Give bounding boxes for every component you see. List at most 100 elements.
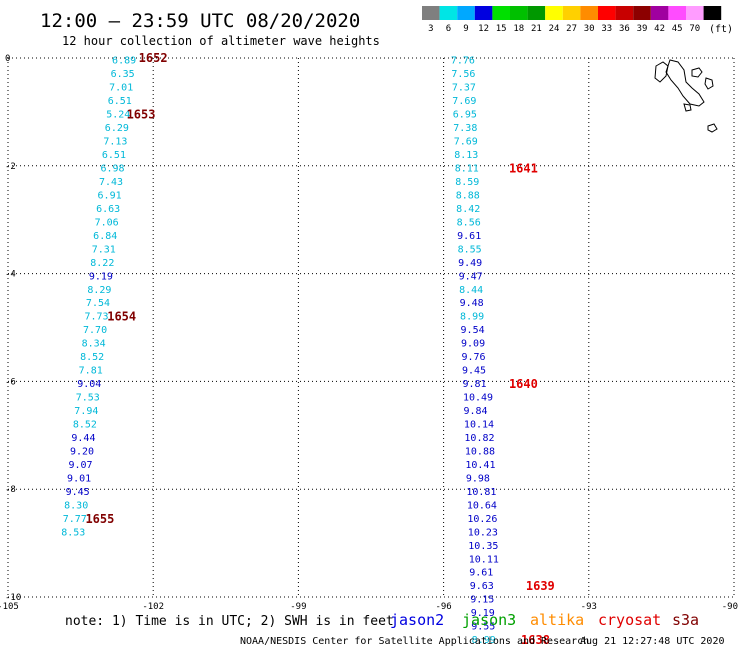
footer-credit: NOAA/NESDIS Center for Satellite Applica… bbox=[240, 636, 589, 647]
lat-tick-label: -6 bbox=[5, 377, 16, 387]
satellite-label: altika bbox=[530, 611, 584, 629]
time-label: 1653 bbox=[127, 108, 156, 122]
wave-height-value: 10.14 bbox=[464, 420, 494, 431]
scale-swatch bbox=[703, 6, 722, 20]
wave-height-value: 9.54 bbox=[461, 325, 485, 336]
time-label: 1654 bbox=[107, 310, 136, 324]
island-outline bbox=[704, 77, 714, 90]
wave-height-value: 8.52 bbox=[80, 352, 104, 363]
lon-tick-label: -99 bbox=[290, 602, 306, 612]
wave-height-value: 8.53 bbox=[61, 527, 85, 538]
time-label: 1640 bbox=[509, 377, 538, 391]
lon-tick-label: -96 bbox=[435, 602, 451, 612]
wave-height-scale: 3 6 9 12 15 18 21 24 27 30 33 36 39 42 45 70 bbox=[422, 6, 722, 34]
wave-height-value: 6.35 bbox=[111, 69, 135, 80]
wave-height-value: 9.47 bbox=[459, 271, 483, 282]
wave-height-value: 9.44 bbox=[71, 433, 95, 444]
wave-height-value: 6.84 bbox=[93, 231, 117, 242]
wave-height-value: 8.29 bbox=[87, 285, 111, 296]
wave-height-value: 7.13 bbox=[103, 137, 127, 148]
scale-swatch bbox=[686, 6, 704, 20]
lon-tick-label: -90 bbox=[722, 602, 738, 612]
wave-height-value: 9.55 bbox=[471, 622, 495, 633]
wave-height-value: 10.64 bbox=[467, 500, 497, 511]
wave-height-value: 6.51 bbox=[102, 150, 126, 161]
scale-swatch bbox=[598, 6, 616, 20]
wave-height-value: 8.52 bbox=[73, 420, 97, 431]
wave-height-value: 10.26 bbox=[467, 514, 497, 525]
wave-height-value: 7.81 bbox=[79, 366, 103, 377]
wave-height-value: 6.89 bbox=[112, 56, 136, 67]
lat-tick-label: -4 bbox=[5, 270, 16, 280]
wave-height-value: 9.76 bbox=[462, 352, 486, 363]
wave-height-value: 9.20 bbox=[70, 446, 94, 457]
scale-label: 15 bbox=[496, 24, 507, 34]
wave-height-value: 8.30 bbox=[64, 500, 88, 511]
scale-label: 12 bbox=[478, 24, 489, 34]
scale-swatch bbox=[439, 6, 458, 20]
lon-tick-label: -93 bbox=[581, 602, 597, 612]
scale-label: 24 bbox=[549, 24, 560, 34]
wave-height-value: 10.81 bbox=[466, 487, 496, 498]
wave-height-value: 7.01 bbox=[109, 83, 133, 94]
wave-height-value: 9.07 bbox=[69, 460, 93, 471]
wave-height-value: 8.11 bbox=[455, 163, 479, 174]
lat-tick-label: -10 bbox=[5, 593, 21, 603]
island-outline bbox=[665, 59, 705, 107]
wave-height-value: 6.95 bbox=[453, 110, 477, 121]
wave-height-value: 7.69 bbox=[454, 137, 478, 148]
island-outline bbox=[707, 123, 718, 133]
satellite-legend: jason2 jason3 altika cryosat s3a bbox=[390, 611, 699, 629]
wave-height-value: 10.88 bbox=[465, 446, 495, 457]
scale-label: 42 bbox=[654, 24, 665, 34]
wave-height-value: 10.23 bbox=[468, 527, 498, 538]
scale-label: 39 bbox=[637, 24, 648, 34]
satellite-label: s3a bbox=[672, 611, 699, 629]
latitude-ticks: 0 -2 -4 -6 -8 -10 bbox=[5, 54, 21, 603]
map-grid bbox=[7, 57, 735, 598]
wave-height-value: 8.22 bbox=[90, 258, 114, 269]
page-title: 12:00 — 23:59 UTC 08/20/2020 bbox=[40, 10, 360, 32]
wave-height-value: 9.61 bbox=[457, 231, 481, 242]
wave-height-value: 7.69 bbox=[452, 96, 476, 107]
wave-height-tracks: 6.89 6.35 7.01 6.51 5.24 6.29 7.13 6.51 6.98 7.43… bbox=[61, 56, 499, 646]
scale-swatch bbox=[633, 6, 651, 20]
galapagos-coastline bbox=[654, 59, 718, 133]
footer-note: note: 1) Time is in UTC; 2) SWH is in fe… bbox=[65, 614, 394, 629]
scale-swatch bbox=[457, 6, 475, 20]
time-label: 1638 bbox=[521, 633, 550, 647]
longitude-ticks: -105 -102 -99 -96 -93 -90 bbox=[0, 602, 738, 612]
scale-swatch bbox=[545, 6, 563, 20]
footer-timestamp: Aug 21 12:27:48 UTC 2020 bbox=[580, 636, 725, 647]
wave-height-value: 9.63 bbox=[470, 581, 494, 592]
scale-unit: (ft) bbox=[709, 24, 733, 35]
wave-height-value: 9.09 bbox=[461, 339, 485, 350]
wave-height-value: 6.98 bbox=[100, 163, 124, 174]
scale-swatch bbox=[580, 6, 598, 20]
wave-height-value: 7.38 bbox=[453, 123, 477, 134]
scale-label: 27 bbox=[566, 24, 577, 34]
wave-height-value: 9.19 bbox=[89, 271, 113, 282]
wave-height-value: 9.15 bbox=[470, 595, 494, 606]
wave-height-value: 7.94 bbox=[74, 406, 98, 417]
wave-height-value: 7.54 bbox=[86, 298, 110, 309]
wave-height-value: 8.99 bbox=[460, 312, 484, 323]
time-label: 1639 bbox=[526, 579, 555, 593]
wave-height-value: 9.48 bbox=[460, 298, 484, 309]
scale-label: 9 bbox=[463, 24, 468, 34]
scale-label: 6 bbox=[446, 24, 451, 34]
wave-height-value: 8.55 bbox=[458, 244, 482, 255]
wave-height-value: 6.63 bbox=[96, 204, 120, 215]
wave-height-value: 7.06 bbox=[95, 217, 119, 228]
wave-height-value: 7.56 bbox=[451, 69, 475, 80]
time-labels: 1652 1653 1654 1655 1641 1640 1639 1638 bbox=[85, 51, 554, 647]
wave-height-value: 9.81 bbox=[462, 379, 486, 390]
wave-height-value: 9.45 bbox=[66, 487, 90, 498]
scale-swatch bbox=[492, 6, 510, 20]
lat-tick-label: -2 bbox=[5, 162, 16, 172]
wave-height-value: 9.19 bbox=[471, 608, 495, 619]
lat-tick-label: 0 bbox=[5, 54, 10, 64]
wave-height-value: 8.56 bbox=[457, 217, 481, 228]
scale-label: 3 bbox=[428, 24, 433, 34]
